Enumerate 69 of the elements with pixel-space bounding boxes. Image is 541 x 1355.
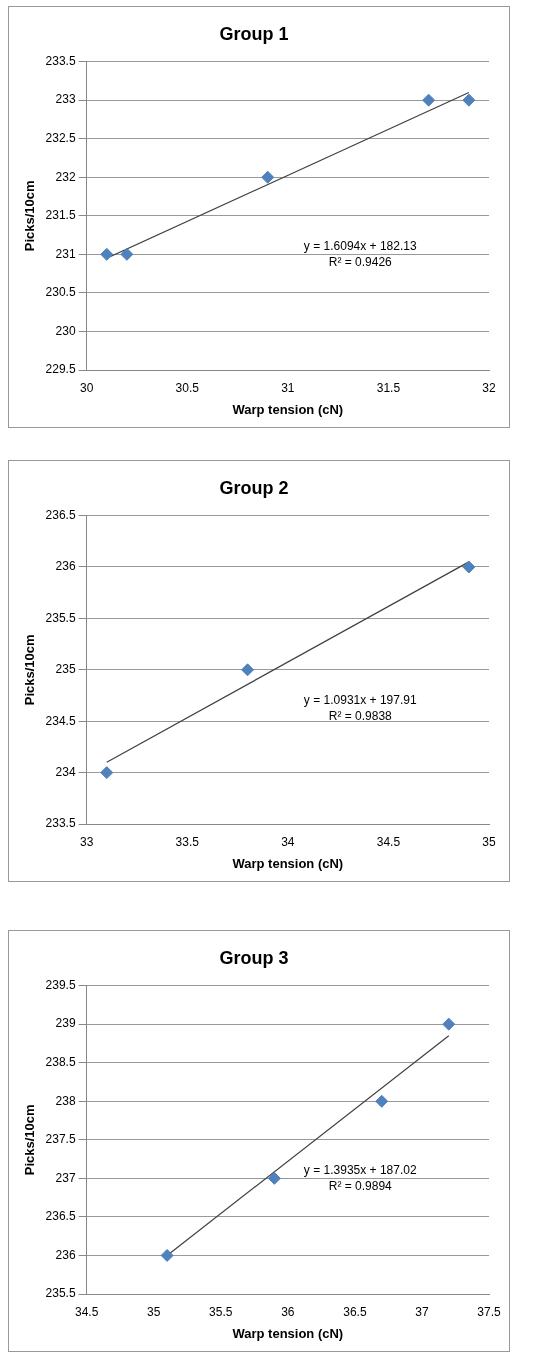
y-tick-label: 237 [55, 1170, 76, 1185]
annotation: y = 1.0931x + 197.91 [303, 692, 417, 707]
y-tick-label: 238.5 [45, 1055, 76, 1070]
x-tick-label: 30.5 [175, 380, 200, 395]
point [462, 93, 476, 107]
y-tick-label: 236 [55, 1247, 76, 1262]
x-tick-label: 37.5 [477, 1304, 501, 1319]
point [160, 1248, 174, 1262]
x-tick-label: 35 [482, 834, 496, 849]
y-tick-label: 238 [55, 1093, 76, 1108]
point [422, 93, 436, 107]
annotation: R² = 0.9426 [328, 254, 393, 269]
x-tick-label: 34.5 [376, 834, 401, 849]
annotation: y = 1.3935x + 187.02 [303, 1162, 417, 1177]
chart-title: Group 1 [219, 23, 289, 44]
y-tick-label: 231 [55, 246, 76, 261]
x-tick-label: 33.5 [175, 834, 200, 849]
y-tick-label: 235 [55, 662, 76, 677]
y-tick-label: 232 [55, 169, 76, 184]
y-tick-label: 229.5 [45, 362, 76, 377]
point [241, 663, 255, 677]
x-tick-label: 32 [482, 380, 496, 395]
annotation: R² = 0.9894 [328, 1178, 393, 1193]
point [100, 247, 114, 261]
y-axis-title: Picks/10cm [22, 1104, 38, 1176]
chart-title: Group 2 [219, 477, 289, 498]
y-tick-label: 233.5 [45, 53, 76, 68]
x-tick-label: 30 [79, 380, 94, 395]
y-tick-label: 239 [55, 1016, 76, 1031]
x-tick-label: 36.5 [343, 1304, 367, 1319]
x-axis-title: Warp tension (cN) [232, 855, 344, 871]
x-tick-label: 35 [147, 1304, 161, 1319]
point [442, 1017, 456, 1031]
y-tick-label: 233.5 [45, 816, 76, 831]
point [261, 170, 275, 184]
point [120, 247, 134, 261]
y-tick-label: 235.5 [45, 610, 76, 625]
x-tick-label: 35.5 [209, 1304, 233, 1319]
y-tick-label: 230 [55, 323, 76, 338]
y-tick-label: 231.5 [45, 208, 76, 223]
point [100, 766, 114, 780]
x-tick-label: 31 [281, 380, 295, 395]
x-tick-label: 31.5 [376, 380, 401, 395]
x-axis-title: Warp tension (cN) [232, 1325, 344, 1341]
y-axis-title: Picks/10cm [22, 180, 38, 252]
x-tick-label: 33 [79, 834, 94, 849]
y-tick-label: 234 [55, 764, 76, 779]
y-tick-label: 230.5 [45, 285, 76, 300]
y-tick-label: 234.5 [45, 713, 76, 728]
x-tick-label: 34 [281, 834, 295, 849]
point [267, 1171, 281, 1185]
annotation: R² = 0.9838 [328, 708, 393, 723]
y-tick-label: 233 [55, 92, 76, 107]
x-tick-label: 37 [415, 1304, 429, 1319]
annotation: y = 1.6094x + 182.13 [303, 238, 417, 253]
y-axis-title: Picks/10cm [22, 634, 38, 706]
y-tick-label: 237.5 [45, 1132, 76, 1147]
point [375, 1094, 389, 1108]
y-tick-label: 236 [55, 559, 76, 574]
point [462, 560, 476, 574]
y-tick-label: 236.5 [45, 1209, 76, 1224]
y-tick-label: 232.5 [45, 131, 76, 146]
y-tick-label: 236.5 [45, 507, 76, 522]
y-tick-label: 235.5 [45, 1286, 76, 1301]
chart-title: Group 3 [219, 947, 289, 968]
y-tick-label: 239.5 [45, 977, 76, 992]
x-axis-title: Warp tension (cN) [232, 401, 344, 417]
x-tick-label: 34.5 [74, 1304, 99, 1319]
x-tick-label: 36 [281, 1304, 295, 1319]
